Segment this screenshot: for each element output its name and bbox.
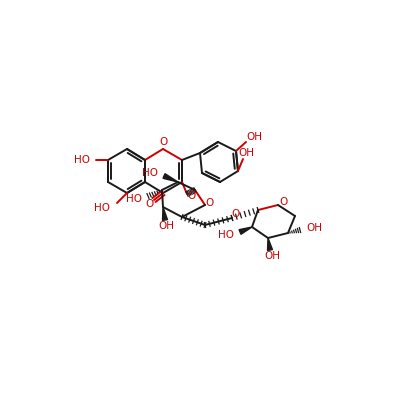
Text: OH: OH bbox=[246, 132, 262, 142]
Text: O: O bbox=[145, 199, 153, 209]
Text: O: O bbox=[160, 137, 168, 147]
Text: HO: HO bbox=[74, 155, 90, 165]
Text: HO: HO bbox=[94, 203, 110, 213]
Polygon shape bbox=[239, 227, 252, 234]
Text: HO: HO bbox=[218, 230, 234, 240]
Polygon shape bbox=[268, 238, 272, 250]
Text: O: O bbox=[206, 198, 214, 208]
Text: HO: HO bbox=[142, 168, 158, 178]
Polygon shape bbox=[163, 174, 178, 182]
Polygon shape bbox=[162, 207, 168, 220]
Text: O: O bbox=[231, 209, 239, 219]
Text: O: O bbox=[188, 191, 196, 201]
Text: HO: HO bbox=[126, 194, 142, 204]
Text: OH: OH bbox=[306, 223, 322, 233]
Text: OH: OH bbox=[238, 148, 254, 158]
Text: O: O bbox=[279, 197, 287, 207]
Text: OH: OH bbox=[264, 251, 280, 261]
Text: OH: OH bbox=[158, 221, 174, 231]
